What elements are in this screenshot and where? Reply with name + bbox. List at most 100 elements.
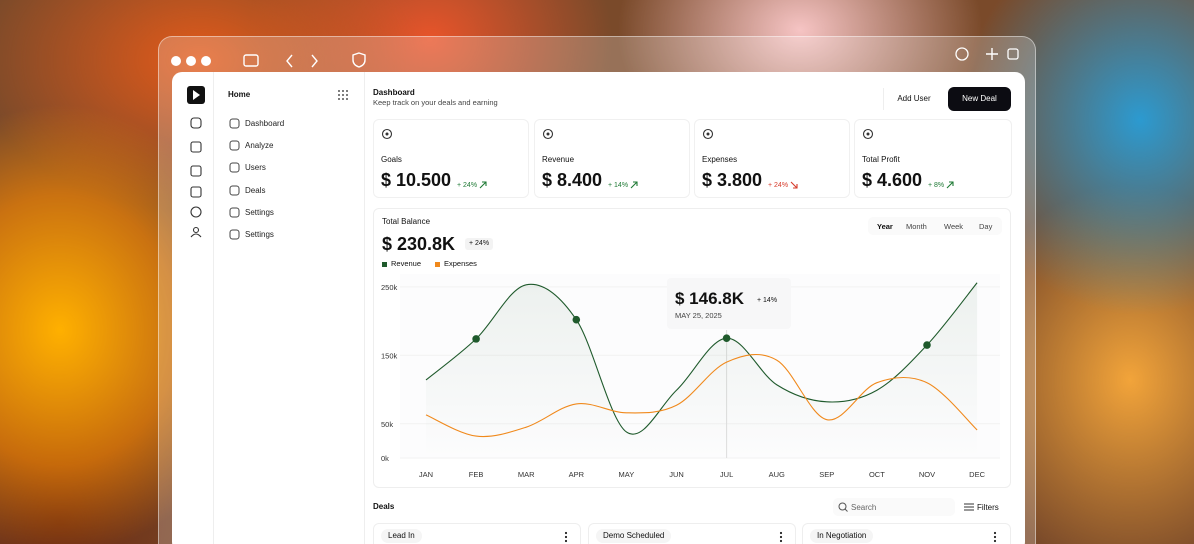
tooltip-date: MAY 25, 2025 <box>675 311 722 320</box>
stat-change: + 14% <box>608 182 629 189</box>
new-tab-icon[interactable] <box>986 48 998 60</box>
add-user-button[interactable]: Add User <box>883 88 944 110</box>
search-placeholder: Search <box>851 503 877 512</box>
point <box>572 315 581 324</box>
rail-icon[interactable] <box>190 141 202 153</box>
nav-icon <box>229 229 240 240</box>
filter-button[interactable]: Filters <box>977 503 999 512</box>
x-tick-label: NOV <box>919 470 935 479</box>
point <box>923 341 931 349</box>
column-title: Demo Scheduled <box>596 529 672 543</box>
line <box>425 354 978 438</box>
stat-card <box>694 119 850 198</box>
rail-icon[interactable] <box>190 165 202 177</box>
y-tick-label: 250k <box>381 283 398 292</box>
nav-item[interactable]: Deals <box>245 185 266 195</box>
y-tick-label: 0k <box>381 454 389 463</box>
stat-label: Goals <box>381 155 402 164</box>
tooltip-change: + 14% <box>757 297 778 304</box>
stat-card <box>373 119 529 198</box>
filter-icon <box>964 503 974 511</box>
divider <box>364 72 365 544</box>
tabs-icon[interactable] <box>1007 48 1019 60</box>
up-arrow <box>946 181 954 189</box>
rail-icon[interactable] <box>190 233 202 238</box>
rail-icon[interactable] <box>192 226 200 234</box>
x-tick-label: JUN <box>669 470 684 479</box>
period-tab[interactable]: Day <box>979 222 993 231</box>
period-tab[interactable]: Week <box>944 222 964 231</box>
legend-swatch <box>435 262 440 267</box>
page-title: Dashboard <box>373 88 415 97</box>
rail-icon[interactable] <box>190 206 202 218</box>
x-tick-label: DEC <box>969 470 985 479</box>
stat-icon <box>381 128 393 140</box>
stat-label: Expenses <box>702 155 738 164</box>
x-tick-label: MAY <box>619 470 635 479</box>
up-arrow <box>630 181 638 189</box>
stat-icon <box>702 128 714 140</box>
nav-icon <box>229 162 240 173</box>
up-arrow <box>479 181 487 189</box>
x-tick-label: JUL <box>720 470 733 479</box>
legend-label: Revenue <box>391 259 422 268</box>
search-icon <box>838 502 848 512</box>
legend-swatch <box>382 262 387 267</box>
tooltip <box>667 278 791 329</box>
new-deal-button[interactable]: New Deal <box>948 87 1011 111</box>
deal-column <box>373 523 581 544</box>
nav-arrows[interactable] <box>286 54 318 68</box>
line-chart: 0k 50k 150k 250k JAN FEB MAR APR MAY JUN JUL AUG SEP… <box>381 274 1000 479</box>
column-menu[interactable] <box>564 531 568 543</box>
x-tick-label: JAN <box>419 470 433 479</box>
nav-icon <box>229 140 240 151</box>
nav-icon <box>229 207 240 218</box>
nav-item[interactable]: Settings <box>245 207 274 217</box>
point <box>472 335 480 343</box>
nav-item[interactable]: Analyze <box>245 141 274 151</box>
nav-item[interactable]: Settings <box>245 230 274 239</box>
download-icon[interactable] <box>955 47 969 61</box>
stat-change: + 24% <box>768 182 789 189</box>
column-menu[interactable] <box>779 531 783 543</box>
browser-toolbar <box>171 47 1019 68</box>
period-tab[interactable]: Year <box>877 222 893 231</box>
window-dot[interactable] <box>201 56 211 66</box>
balance-change: + 24% <box>465 238 494 250</box>
x-tick-label: APR <box>569 470 585 479</box>
column-title: In Negotiation <box>810 529 874 543</box>
line <box>425 282 978 435</box>
period-tab[interactable]: Month <box>906 222 927 231</box>
page-subtitle: Keep track on your deals and earning <box>373 98 498 107</box>
x-tick-label: AUG <box>769 470 785 479</box>
sidebar-title: Home <box>228 90 251 99</box>
stat-value: $ 8.400 <box>542 170 603 190</box>
column-menu[interactable] <box>993 531 997 543</box>
stat-value: $ 10.500 <box>381 170 452 190</box>
nav-item[interactable]: Users <box>245 163 266 173</box>
column-title: Lead In <box>381 529 422 543</box>
chart-title: Total Balance <box>382 217 431 226</box>
x-tick-label: SEP <box>819 470 834 479</box>
stat-icon <box>862 128 874 140</box>
nav-item[interactable]: Dashboard <box>245 119 285 128</box>
deals-title: Deals <box>373 502 395 511</box>
balance-total: $ 230.8K <box>382 234 456 254</box>
window-dot[interactable] <box>171 56 181 66</box>
icon-rail <box>187 86 205 238</box>
stat-value: $ 3.800 <box>702 170 763 190</box>
grid-menu-icon[interactable] <box>337 89 349 101</box>
rail-icon[interactable] <box>190 117 202 129</box>
period-tabs <box>868 217 1002 235</box>
tooltip-value: $ 146.8K <box>675 289 744 308</box>
deal-column <box>802 523 1011 544</box>
nav-icon <box>229 185 240 196</box>
y-tick-label: 50k <box>381 420 393 429</box>
sidebar-toggle[interactable] <box>243 54 259 67</box>
shield-icon[interactable] <box>352 52 366 68</box>
rail-icon[interactable] <box>190 186 202 198</box>
window-dot[interactable] <box>186 56 196 66</box>
search-box[interactable] <box>833 498 955 516</box>
